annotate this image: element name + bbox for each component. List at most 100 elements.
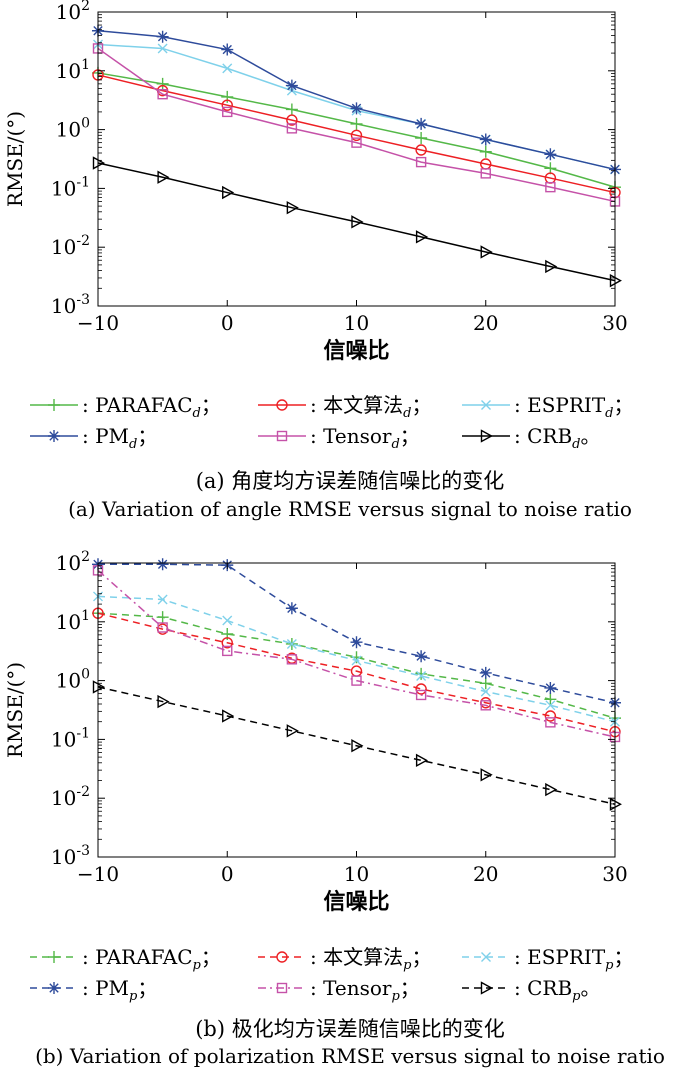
data-point-marker xyxy=(480,700,491,711)
legend-marker xyxy=(276,982,288,994)
data-point-marker xyxy=(545,782,558,797)
data-point-marker xyxy=(157,43,168,54)
data-point-marker xyxy=(351,655,362,666)
legend-entry-PM-d: : PMd； xyxy=(30,424,157,452)
legend-marker xyxy=(48,951,60,963)
data-point-marker xyxy=(416,670,427,681)
legend-marker xyxy=(48,430,60,442)
series-PM-d xyxy=(92,24,621,176)
data-point-marker xyxy=(222,63,233,74)
legend-entry-Tensor-d: : Tensord； xyxy=(258,424,420,452)
data-point-marker xyxy=(350,636,363,649)
y-tick-label: 100 xyxy=(56,116,90,142)
polarization-rmse-chart: −10 0 10 20 30 10-3 10-2 10-1 100 101 102 信噪比 RMSE/(… xyxy=(3,549,633,1004)
data-point-marker xyxy=(351,137,362,148)
data-point-marker xyxy=(285,103,298,116)
x-tick-label: −10 xyxy=(77,311,119,335)
caption-en-polarization: (b) Variation of polarization RMSE versu… xyxy=(35,1044,665,1068)
data-point-marker xyxy=(544,162,557,175)
y-tick-label: 10-2 xyxy=(51,784,90,810)
legend-label: : ESPRITd； xyxy=(514,393,633,421)
data-point-marker xyxy=(415,117,428,130)
legend-label: : PARAFACd； xyxy=(82,393,221,421)
data-point-marker xyxy=(157,170,170,184)
data-point-marker xyxy=(480,245,493,259)
data-point-marker xyxy=(415,753,429,768)
series-line xyxy=(97,47,616,203)
data-point-marker xyxy=(286,724,299,738)
legend-marker xyxy=(48,982,60,994)
data-point-marker xyxy=(351,739,364,753)
legend-label: : CRBd。 xyxy=(514,424,600,452)
data-point-marker xyxy=(545,700,556,711)
series-line xyxy=(97,612,616,733)
caption-en-angle: (a) Variation of angle RMSE versus signa… xyxy=(68,497,632,521)
caption-cn-polarization: (b) 极化均方误差随信噪比的变化 xyxy=(195,1017,505,1041)
data-point-marker xyxy=(479,145,492,158)
y-tick-label: 102 xyxy=(56,0,90,24)
data-point-marker xyxy=(157,594,168,605)
legend-entry-CRB-d: : CRBd。 xyxy=(462,424,600,452)
data-point-marker xyxy=(480,168,491,179)
data-point-marker xyxy=(222,709,235,723)
data-point-marker xyxy=(415,144,427,156)
data-point-marker xyxy=(545,717,556,728)
data-point-marker xyxy=(222,185,235,200)
legend-label: : PMp； xyxy=(82,976,157,1004)
series-Tensor-d xyxy=(92,43,621,207)
x-tick-label: 20 xyxy=(473,311,498,335)
data-point-marker xyxy=(351,215,364,229)
x-tick-label: 20 xyxy=(473,862,498,886)
legend-entry-本文算法-d: : 本文算法d； xyxy=(258,393,431,421)
x-axis-label: 信噪比 xyxy=(323,889,389,915)
legend-marker xyxy=(480,429,493,443)
data-point-marker xyxy=(222,106,233,118)
data-point-marker xyxy=(286,123,298,134)
legend-marker xyxy=(276,399,288,411)
legend-label: : Tensorp； xyxy=(310,976,420,1004)
data-point-marker xyxy=(156,30,169,43)
data-point-marker xyxy=(479,677,492,690)
chart-panel-angle: −10 0 10 20 30 10-3 10-2 10-1 100 101 102 信噪比 RMSE/(… xyxy=(3,0,633,521)
legend-label: : 本文算法d； xyxy=(310,393,431,421)
y-tick-label: 10-3 xyxy=(51,292,90,318)
series-line xyxy=(97,162,616,282)
chart-panel-polarization: −10 0 10 20 30 10-3 10-2 10-1 100 101 102 信噪比 RMSE/(… xyxy=(0,537,700,1074)
data-point-marker xyxy=(156,77,169,90)
series-PM-p xyxy=(92,558,621,709)
data-point-marker xyxy=(545,181,556,193)
data-point-marker xyxy=(286,654,298,665)
data-point-marker xyxy=(286,638,297,649)
data-point-marker xyxy=(157,88,168,100)
data-point-marker xyxy=(156,611,169,624)
data-point-marker xyxy=(351,675,362,686)
data-point-marker xyxy=(544,148,557,161)
data-point-marker xyxy=(545,259,558,274)
y-tick-label: 10-2 xyxy=(51,233,90,259)
data-point-marker xyxy=(480,768,493,782)
data-point-marker xyxy=(415,156,427,168)
data-point-marker xyxy=(285,602,298,615)
legend-entry-Tensor-p: : Tensorp； xyxy=(258,976,420,1004)
x-tick-label: 0 xyxy=(221,311,234,335)
y-tick-label: 10-1 xyxy=(51,725,90,751)
y-tick-label: 100 xyxy=(56,667,90,693)
data-point-marker xyxy=(415,683,427,695)
angle-rmse-chart: −10 0 10 20 30 10-3 10-2 10-1 100 101 102 信噪比 RMSE/(… xyxy=(3,0,633,452)
data-point-marker xyxy=(415,650,428,663)
data-point-marker xyxy=(285,79,298,92)
series-line xyxy=(97,612,616,719)
x-tick-label: 10 xyxy=(344,311,369,335)
series-line xyxy=(97,686,616,805)
data-point-marker xyxy=(415,667,428,680)
data-point-marker xyxy=(415,131,428,144)
legend-label: : PMd； xyxy=(82,424,157,452)
y-axis-label: RMSE/(°) xyxy=(3,111,27,207)
series-line xyxy=(98,563,616,704)
legend-marker xyxy=(480,981,493,995)
legend-label: : Tensord； xyxy=(310,424,420,452)
legend-label: : ESPRITp； xyxy=(514,945,633,973)
data-point-marker xyxy=(544,710,557,722)
data-point-marker xyxy=(222,645,233,657)
y-tick-label: 10-1 xyxy=(51,174,90,200)
